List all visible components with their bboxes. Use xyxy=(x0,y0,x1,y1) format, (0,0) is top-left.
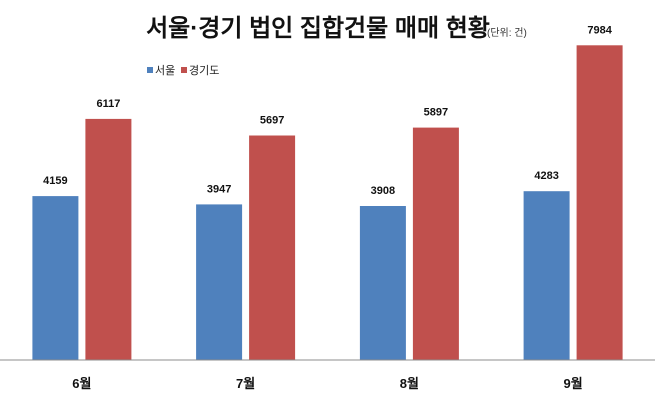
x-tick-label-6: 6월 xyxy=(72,376,91,391)
x-ticks-group: 6월 7월 8월 9월 xyxy=(72,376,582,391)
x-tick-label-8: 8월 xyxy=(400,376,419,391)
value-label-gyeonggi-7: 5697 xyxy=(260,115,284,127)
value-label-seoul-8: 3908 xyxy=(371,185,395,197)
bar-seoul-8 xyxy=(359,206,406,360)
value-label-seoul-9: 4283 xyxy=(534,170,558,182)
value-label-gyeonggi-6: 6117 xyxy=(96,98,120,110)
legend-swatch-gyeonggi xyxy=(181,67,187,73)
legend: 서울 경기도 xyxy=(147,64,219,77)
bar-gyeonggi-8 xyxy=(412,127,459,360)
x-tick-label-9: 9월 xyxy=(563,376,582,391)
bar-gyeonggi-7 xyxy=(249,135,296,360)
bar-seoul-7 xyxy=(196,204,243,360)
x-tick-label-7: 7월 xyxy=(236,376,255,391)
bar-gyeonggi-6 xyxy=(85,118,132,361)
value-label-seoul-7: 3947 xyxy=(207,183,231,195)
legend-swatch-seoul xyxy=(147,67,153,73)
chart-title: 서울·경기 법인 집합건물 매매 현황 xyxy=(146,15,490,42)
chart-unit-note: (단위: 건) xyxy=(487,26,527,39)
bar-gyeonggi-9 xyxy=(576,45,623,361)
bars-group xyxy=(32,45,623,361)
value-label-gyeonggi-9: 7984 xyxy=(587,24,612,36)
legend-label-seoul: 서울 xyxy=(155,64,175,77)
bar-seoul-6 xyxy=(32,196,79,360)
value-labels-group: 4159 6117 3947 5697 3908 5897 4283 7984 xyxy=(43,24,613,197)
value-label-seoul-6: 4159 xyxy=(43,175,67,187)
legend-label-gyeonggi: 경기도 xyxy=(189,64,219,77)
bar-seoul-9 xyxy=(523,191,570,360)
value-label-gyeonggi-8: 5897 xyxy=(424,107,448,119)
